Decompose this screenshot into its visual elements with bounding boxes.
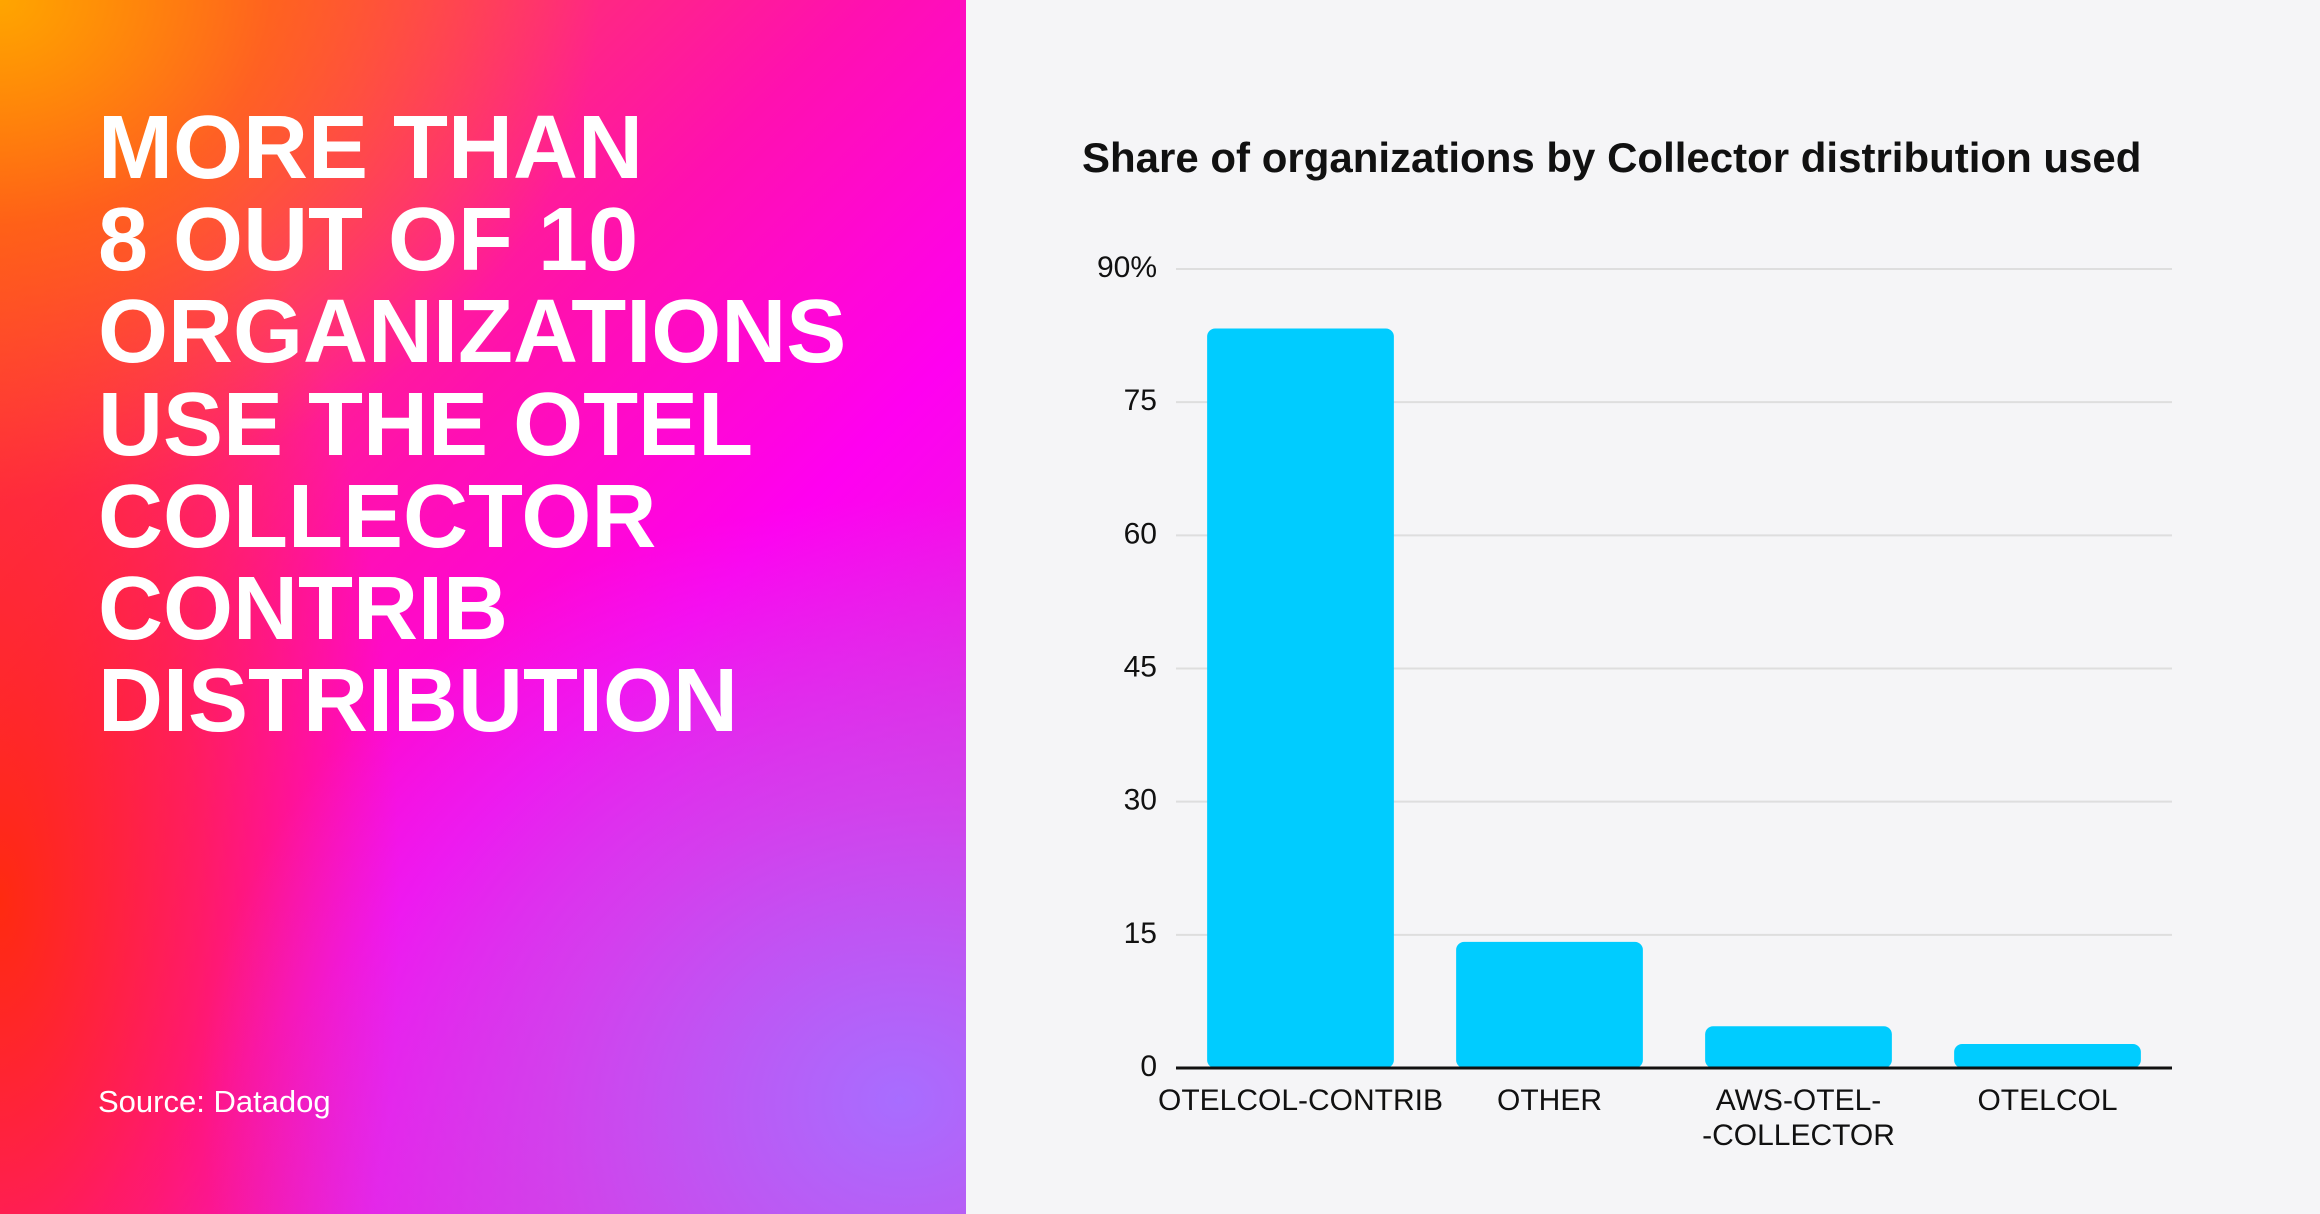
y-tick-label: 15 (1124, 917, 1157, 950)
x-tick-label: OTELCOL (1977, 1084, 2117, 1117)
headline-line: ORGANIZATIONS (98, 282, 847, 383)
headline-line: COLLECTOR (98, 466, 657, 567)
chart-title: Share of organizations by Collector dist… (1082, 134, 2141, 181)
headline-line: 8 OUT OF 10 (98, 190, 639, 291)
x-tick-label: OTHER (1497, 1084, 1602, 1117)
x-tick-label: OTELCOL-CONTRIB (1158, 1084, 1443, 1117)
y-tick-label: 90% (1097, 251, 1157, 284)
bar (1456, 941, 1643, 1068)
headline-line: CONTRIB (98, 559, 508, 659)
source-note: Source: Datadog (98, 1084, 331, 1119)
headline-line: DISTRIBUTION (98, 651, 738, 752)
headline-line: USE THE OTEL (98, 374, 754, 475)
y-tick-label: 75 (1124, 384, 1157, 417)
x-tick-label: AWS-OTEL--COLLECTOR (1702, 1084, 1895, 1152)
y-tick-label: 45 (1124, 650, 1157, 683)
bar (1705, 1026, 1892, 1068)
y-tick-label: 0 (1140, 1050, 1157, 1083)
chart-background (966, 0, 2320, 1214)
bar (1207, 328, 1394, 1069)
y-tick-label: 30 (1124, 784, 1157, 817)
headline-line: MORE THAN (98, 98, 643, 198)
bar (1954, 1044, 2141, 1068)
y-tick-label: 60 (1124, 517, 1157, 550)
hero-panel: Source: Datadog MORE THAN 8 OUT OF 10 ORGA… (0, 0, 966, 1214)
